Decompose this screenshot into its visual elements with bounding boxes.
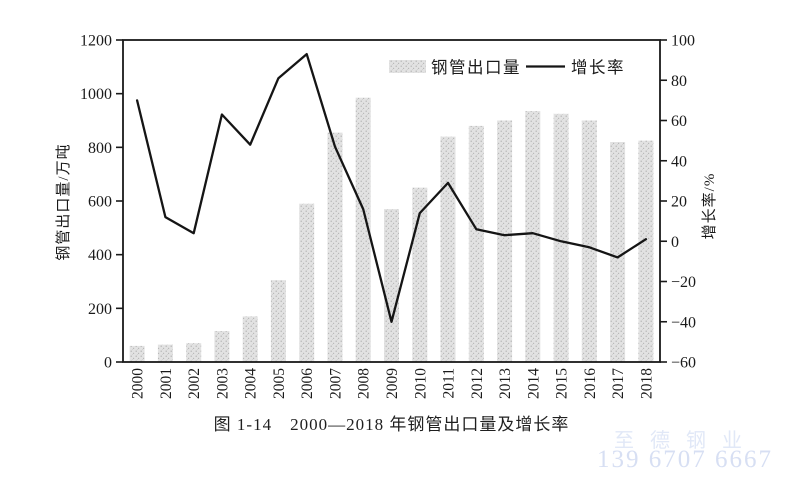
bar-2012 [468, 125, 484, 363]
right-axis-ticks: −60 −40 −20 0 20 40 60 80 100 [660, 33, 696, 372]
bar-2017 [610, 142, 626, 362]
bar-2014 [525, 111, 541, 362]
legend-bar-swatch [389, 60, 426, 73]
year-label-2015: 2015 [554, 368, 571, 399]
year-label-2000: 2000 [130, 368, 147, 399]
year-label-2009: 2009 [384, 368, 401, 399]
right-axis-title: 增长率/% [701, 173, 718, 240]
bar-2007 [327, 132, 343, 362]
bar-2004 [242, 316, 258, 362]
bar-2009 [384, 209, 399, 362]
watermark-phone-number: 139 6707 6667 [597, 446, 773, 473]
year-label-2007: 2007 [328, 368, 345, 399]
watermark-company-name: 至德钢业 [614, 430, 758, 452]
year-label-2001: 2001 [158, 368, 175, 399]
right-tick-label: 20 [671, 194, 687, 211]
right-tick-label: 60 [671, 113, 687, 130]
right-tick-label: −20 [671, 274, 696, 291]
figure-caption: 图 1-14 2000—2018 年钢管出口量及增长率 [213, 415, 570, 434]
bar-2006 [299, 203, 315, 362]
bar-2001 [157, 344, 173, 362]
right-tick-label: −60 [671, 355, 696, 372]
right-tick-label: 40 [671, 153, 687, 170]
bar-2016 [581, 120, 597, 362]
year-label-2002: 2002 [186, 368, 203, 399]
left-tick-label: 200 [88, 301, 112, 318]
year-label-2018: 2018 [638, 368, 655, 399]
bar-2011 [440, 136, 456, 362]
year-label-2008: 2008 [356, 368, 373, 399]
bar-2008 [355, 97, 371, 362]
bar-2005 [270, 280, 286, 362]
year-label-2003: 2003 [214, 368, 231, 399]
bar-2013 [497, 120, 513, 362]
left-tick-label: 600 [88, 194, 112, 211]
year-label-2016: 2016 [582, 368, 599, 399]
right-tick-label: 100 [671, 33, 695, 50]
year-label-2013: 2013 [497, 368, 514, 399]
left-axis-title: 钢管出口量/万吨 [55, 143, 72, 260]
growth-rate-line [135, 52, 648, 323]
legend: 钢管出口量 增长率 [389, 58, 625, 77]
bar-2000 [129, 345, 145, 362]
year-label-2010: 2010 [412, 368, 429, 399]
legend-label-growth-rate: 增长率 [571, 58, 625, 77]
bar-series-export-volume [129, 97, 654, 363]
legend-label-export-volume: 钢管出口量 [431, 58, 521, 77]
left-tick-label: 1000 [80, 86, 112, 103]
bar-2003 [214, 331, 230, 362]
left-tick-label: 0 [104, 355, 112, 372]
left-tick-label: 1200 [80, 33, 112, 50]
bar-2002 [186, 343, 202, 362]
year-label-2006: 2006 [299, 368, 316, 399]
left-tick-label: 400 [88, 247, 112, 264]
year-label-2005: 2005 [271, 368, 288, 399]
year-label-2011: 2011 [441, 368, 458, 398]
year-label-2004: 2004 [243, 368, 260, 399]
x-axis-year-labels: 2000 2001 2002 2003 2004 2005 2006 2007 2008 2009… [130, 368, 656, 399]
year-label-2017: 2017 [610, 368, 627, 399]
bar-2018 [638, 140, 654, 362]
year-label-2014: 2014 [525, 368, 542, 399]
right-tick-label: −40 [671, 314, 696, 331]
right-tick-label: 80 [671, 73, 687, 90]
bar-2015 [553, 113, 569, 362]
right-tick-label: 0 [671, 234, 679, 251]
left-axis-ticks: 0 200 400 600 800 1000 1200 [80, 33, 123, 372]
year-label-2012: 2012 [469, 368, 486, 399]
left-tick-label: 800 [88, 140, 112, 157]
